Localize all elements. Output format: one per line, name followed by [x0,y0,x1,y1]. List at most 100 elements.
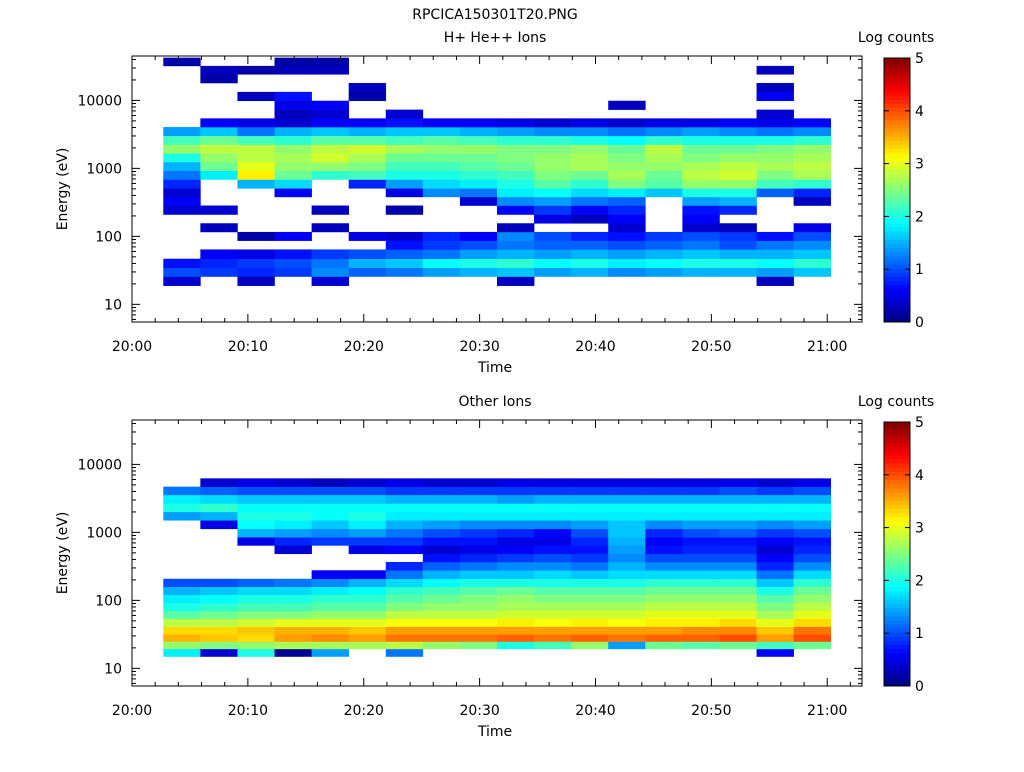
heatmap-cell [422,258,461,268]
heatmap-cell [756,65,794,75]
heatmap-cell [200,135,238,145]
heatmap-cell [497,223,535,233]
heatmap-cell [348,162,387,171]
heatmap-cell [237,594,275,604]
heatmap-cell [311,153,349,163]
heatmap-cell [237,520,275,530]
colorbar-swatch [884,677,910,683]
colorbar-swatch [884,574,910,580]
heatmap-cell [422,553,461,563]
heatmap-cell [459,641,498,650]
heatmap-cell [237,578,275,588]
heatmap-cell [459,249,498,260]
colorbar-swatch [884,144,910,150]
heatmap-cell [571,179,609,189]
heatmap-cell [348,267,387,277]
heatmap-cell [497,170,535,180]
heatmap-cell [274,91,312,102]
heatmap-cell [534,205,572,215]
heatmap-cell [385,240,424,250]
heatmap-cell [311,162,349,171]
heatmap-cell [497,578,535,588]
heatmap-cell [200,267,238,277]
heatmap-cell [608,641,646,650]
heatmap-cell [682,214,720,224]
heatmap-cell [682,188,720,198]
heatmap-cell [534,240,572,250]
heatmap-cell [311,170,349,180]
heatmap-cell [719,258,757,268]
heatmap-cell [497,528,535,538]
heatmap-cell [793,486,832,496]
heatmap-cell [385,127,424,137]
heatmap-cell [237,267,275,277]
heatmap-cell [459,553,498,563]
heatmap-cell [200,486,238,496]
heatmap-cell [237,626,275,635]
colorbar-swatch [884,566,910,571]
heatmap-cell [608,214,646,224]
heatmap-cell [682,578,720,588]
heatmap-cell [534,196,572,206]
colorbar-tick-label: 0 [915,679,924,695]
heatmap-cell [756,618,794,627]
heatmap-cell [163,144,201,154]
heatmap-cell [571,626,609,635]
heatmap-cell [571,249,609,260]
heatmap-cell [608,602,646,612]
heatmap-cell [497,118,535,128]
heatmap-cell [422,594,461,604]
heatmap-cell [459,520,498,530]
heatmap-cell [608,570,646,580]
heatmap-cell [793,153,832,163]
heatmap-cell [756,570,794,580]
heatmap-cell [719,562,757,571]
heatmap-cell [756,478,794,487]
heatmap-cell [274,267,312,277]
heatmap-cell [719,511,757,521]
heatmap-cell [163,511,201,521]
colorbar-swatch [884,504,910,510]
heatmap-cell [608,258,646,268]
heatmap-cell [311,205,349,215]
heatmap-cell [348,545,387,555]
heatmap-cell [163,634,201,642]
heatmap-cell [385,648,424,657]
colorbar-swatch [884,313,910,319]
heatmap-cell [385,486,424,496]
colorbar-swatch [884,293,910,298]
colorbar-swatch [884,562,910,567]
heatmap-cell [237,503,275,513]
heatmap-cell [793,231,832,241]
heatmap-cell [385,562,424,571]
x-tick-label: 20:40 [575,339,615,355]
heatmap-cell [200,478,238,487]
colorbar-swatch [884,301,910,306]
heatmap-cell [459,618,498,627]
heatmap-cell [534,231,572,241]
colorbar-swatch [884,665,910,670]
heatmap-cell [608,196,646,206]
heatmap-cell [237,641,275,650]
colorbar-tick-label: 4 [915,468,924,484]
heatmap-cell [497,618,535,627]
heatmap-cell [645,545,683,555]
heatmap-cell [200,586,238,595]
heatmap-cell [682,196,720,206]
heatmap-cell [608,179,646,189]
heatmap-cell [571,196,609,206]
heatmap-cell [756,648,794,657]
heatmap-cell [422,170,461,180]
heatmap-cell [422,537,461,546]
heatmap-cell [645,267,683,277]
colorbar-swatch [884,471,910,477]
heatmap-cell [422,118,461,128]
figure-title: RPCICA150301T20.PNG [412,7,577,23]
colorbar-swatch [884,185,910,191]
heatmap-cell [385,578,424,588]
heatmap-cell [719,578,757,588]
x-tick-label: 20:40 [575,703,615,719]
colorbar-swatch [884,256,910,261]
heatmap-cell [459,570,498,580]
x-tick-label: 21:00 [807,703,847,719]
